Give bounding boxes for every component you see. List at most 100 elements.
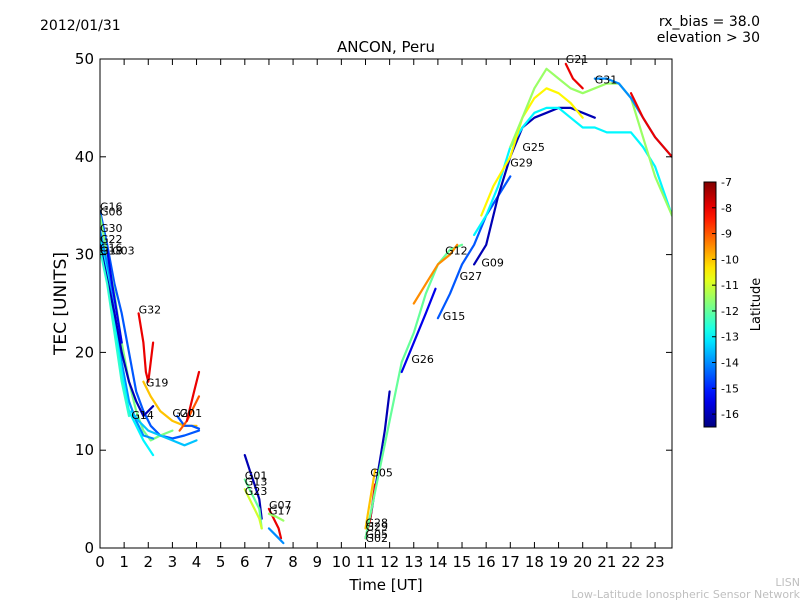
- series-line-g01b: [243, 454, 263, 520]
- sat-label: G12: [445, 245, 468, 258]
- y-tick-label: 50: [75, 50, 94, 68]
- series-line-g21r: [564, 62, 584, 90]
- series-line-g12: [412, 243, 459, 305]
- colorbar-tick-label: -8: [721, 202, 732, 215]
- series-line-g20: [176, 414, 201, 430]
- x-tick-label: 19: [549, 553, 568, 571]
- series-line-g28: [364, 468, 377, 530]
- x-tick-label: 2: [143, 553, 153, 571]
- sat-label: G05: [370, 467, 393, 480]
- x-tick-label: 0: [95, 553, 105, 571]
- sat-label: G22: [100, 233, 123, 246]
- colorbar: [703, 181, 717, 428]
- y-tick-label: 10: [75, 441, 94, 459]
- colorbar-tick-label: -13: [721, 331, 739, 344]
- footer-network: Low-Latitude Ionospheric Sensor Network: [571, 588, 800, 601]
- sat-label: G05: [365, 528, 388, 541]
- colorbar-tick-label: -10: [721, 253, 739, 266]
- sat-label: G02: [365, 532, 388, 545]
- footer-brand: LISN: [775, 576, 800, 589]
- x-tick-label: 23: [646, 553, 665, 571]
- sat-label: G16: [100, 201, 123, 214]
- x-axis-label: Time [UT]: [348, 576, 422, 594]
- sat-label: G15: [443, 310, 466, 323]
- series-line-g29: [480, 87, 584, 217]
- rx-bias-label: rx_bias = 38.0: [658, 14, 760, 30]
- x-tick-label: 16: [477, 553, 496, 571]
- colorbar-tick-label: -14: [721, 357, 739, 370]
- series-line-g31: [593, 77, 672, 158]
- series-line-g17: [267, 512, 285, 522]
- x-tick-label: 11: [356, 553, 375, 571]
- series-line-g16: [100, 209, 201, 440]
- x-tick-label: 6: [240, 553, 250, 571]
- sat-label: G28: [365, 516, 388, 529]
- x-tick-label: 13: [404, 553, 423, 571]
- series-line-g14: [130, 410, 198, 447]
- sat-label: G17: [269, 505, 292, 518]
- date-label: 2012/01/31: [40, 18, 121, 34]
- series-line-g03: [106, 248, 123, 344]
- sat-label: G27: [460, 270, 483, 283]
- x-tick-label: 9: [312, 553, 322, 571]
- series-line-g30: [100, 229, 155, 440]
- y-tick-label: 40: [75, 148, 94, 166]
- x-tick-label: 15: [452, 553, 471, 571]
- x-tick-label: 17: [501, 553, 520, 571]
- chart-title: ANCON, Peru: [337, 38, 435, 56]
- series-line-g13: [243, 478, 263, 530]
- series-line-g01: [178, 395, 201, 432]
- colorbar-tick-label: -12: [721, 305, 739, 318]
- sat-label: G29: [365, 520, 388, 533]
- x-tick-label: 7: [264, 553, 274, 571]
- elevation-label: elevation > 30: [656, 30, 760, 46]
- sat-label: G14: [131, 409, 154, 422]
- sat-label: G29: [510, 157, 533, 170]
- series-line-g11: [185, 370, 201, 422]
- x-tick-label: 22: [621, 553, 640, 571]
- sat-label: G13: [245, 475, 268, 488]
- sat-label: G06: [100, 205, 123, 218]
- series-line-g23: [243, 488, 263, 530]
- x-tick-label: 1: [119, 553, 129, 571]
- x-tick-label: 21: [597, 553, 616, 571]
- y-tick-label: 30: [75, 246, 94, 264]
- y-tick-label: 0: [84, 539, 94, 557]
- plot-frame: [99, 58, 673, 549]
- sat-label: G01: [245, 470, 268, 483]
- sat-label: G07: [269, 499, 292, 512]
- y-tick-label: 20: [75, 343, 94, 361]
- sat-label: G16: [100, 242, 123, 255]
- sat-label: G03: [112, 245, 135, 258]
- series-group: [100, 62, 672, 545]
- colorbar-tick-label: -16: [721, 408, 739, 421]
- series-line-g02: [267, 527, 285, 545]
- series-line-g31r: [629, 92, 672, 158]
- x-tick-label: 18: [525, 553, 544, 571]
- series-line-g26: [364, 243, 464, 540]
- sat-label: G23: [245, 485, 268, 498]
- sat-label: G25: [522, 141, 545, 154]
- sat-label: G30: [100, 222, 123, 235]
- x-tick-label: 4: [192, 553, 202, 571]
- sat-label: G31: [595, 73, 618, 86]
- x-tick-label: 10: [332, 553, 351, 571]
- sat-label: G19: [146, 377, 169, 390]
- sat-label: G01: [180, 407, 203, 420]
- x-tick-label: 12: [380, 553, 399, 571]
- sat-label: G32: [139, 303, 162, 316]
- colorbar-tick-label: -9: [721, 228, 732, 241]
- colorbar-tick-label: -15: [721, 382, 739, 395]
- series-line-g21: [509, 67, 672, 217]
- colorbar-label: Latitude: [749, 278, 764, 332]
- colorbar-tick-label: -11: [721, 279, 739, 292]
- series-line-g25: [473, 106, 672, 237]
- x-tick-label: 14: [428, 553, 447, 571]
- series-line-g15: [400, 287, 437, 374]
- sat-label: G26: [411, 353, 434, 366]
- sat-label: G09: [481, 256, 504, 269]
- y-axis-label: TEC [UNITS]: [51, 252, 71, 356]
- x-tick-label: 8: [288, 553, 298, 571]
- series-line-g10: [100, 248, 131, 418]
